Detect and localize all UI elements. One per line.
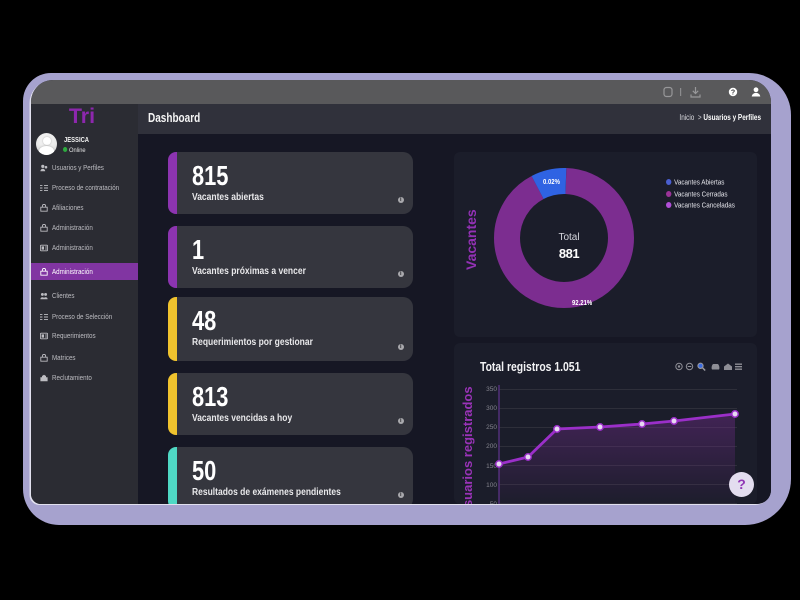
svg-text:?: ? <box>731 90 735 97</box>
